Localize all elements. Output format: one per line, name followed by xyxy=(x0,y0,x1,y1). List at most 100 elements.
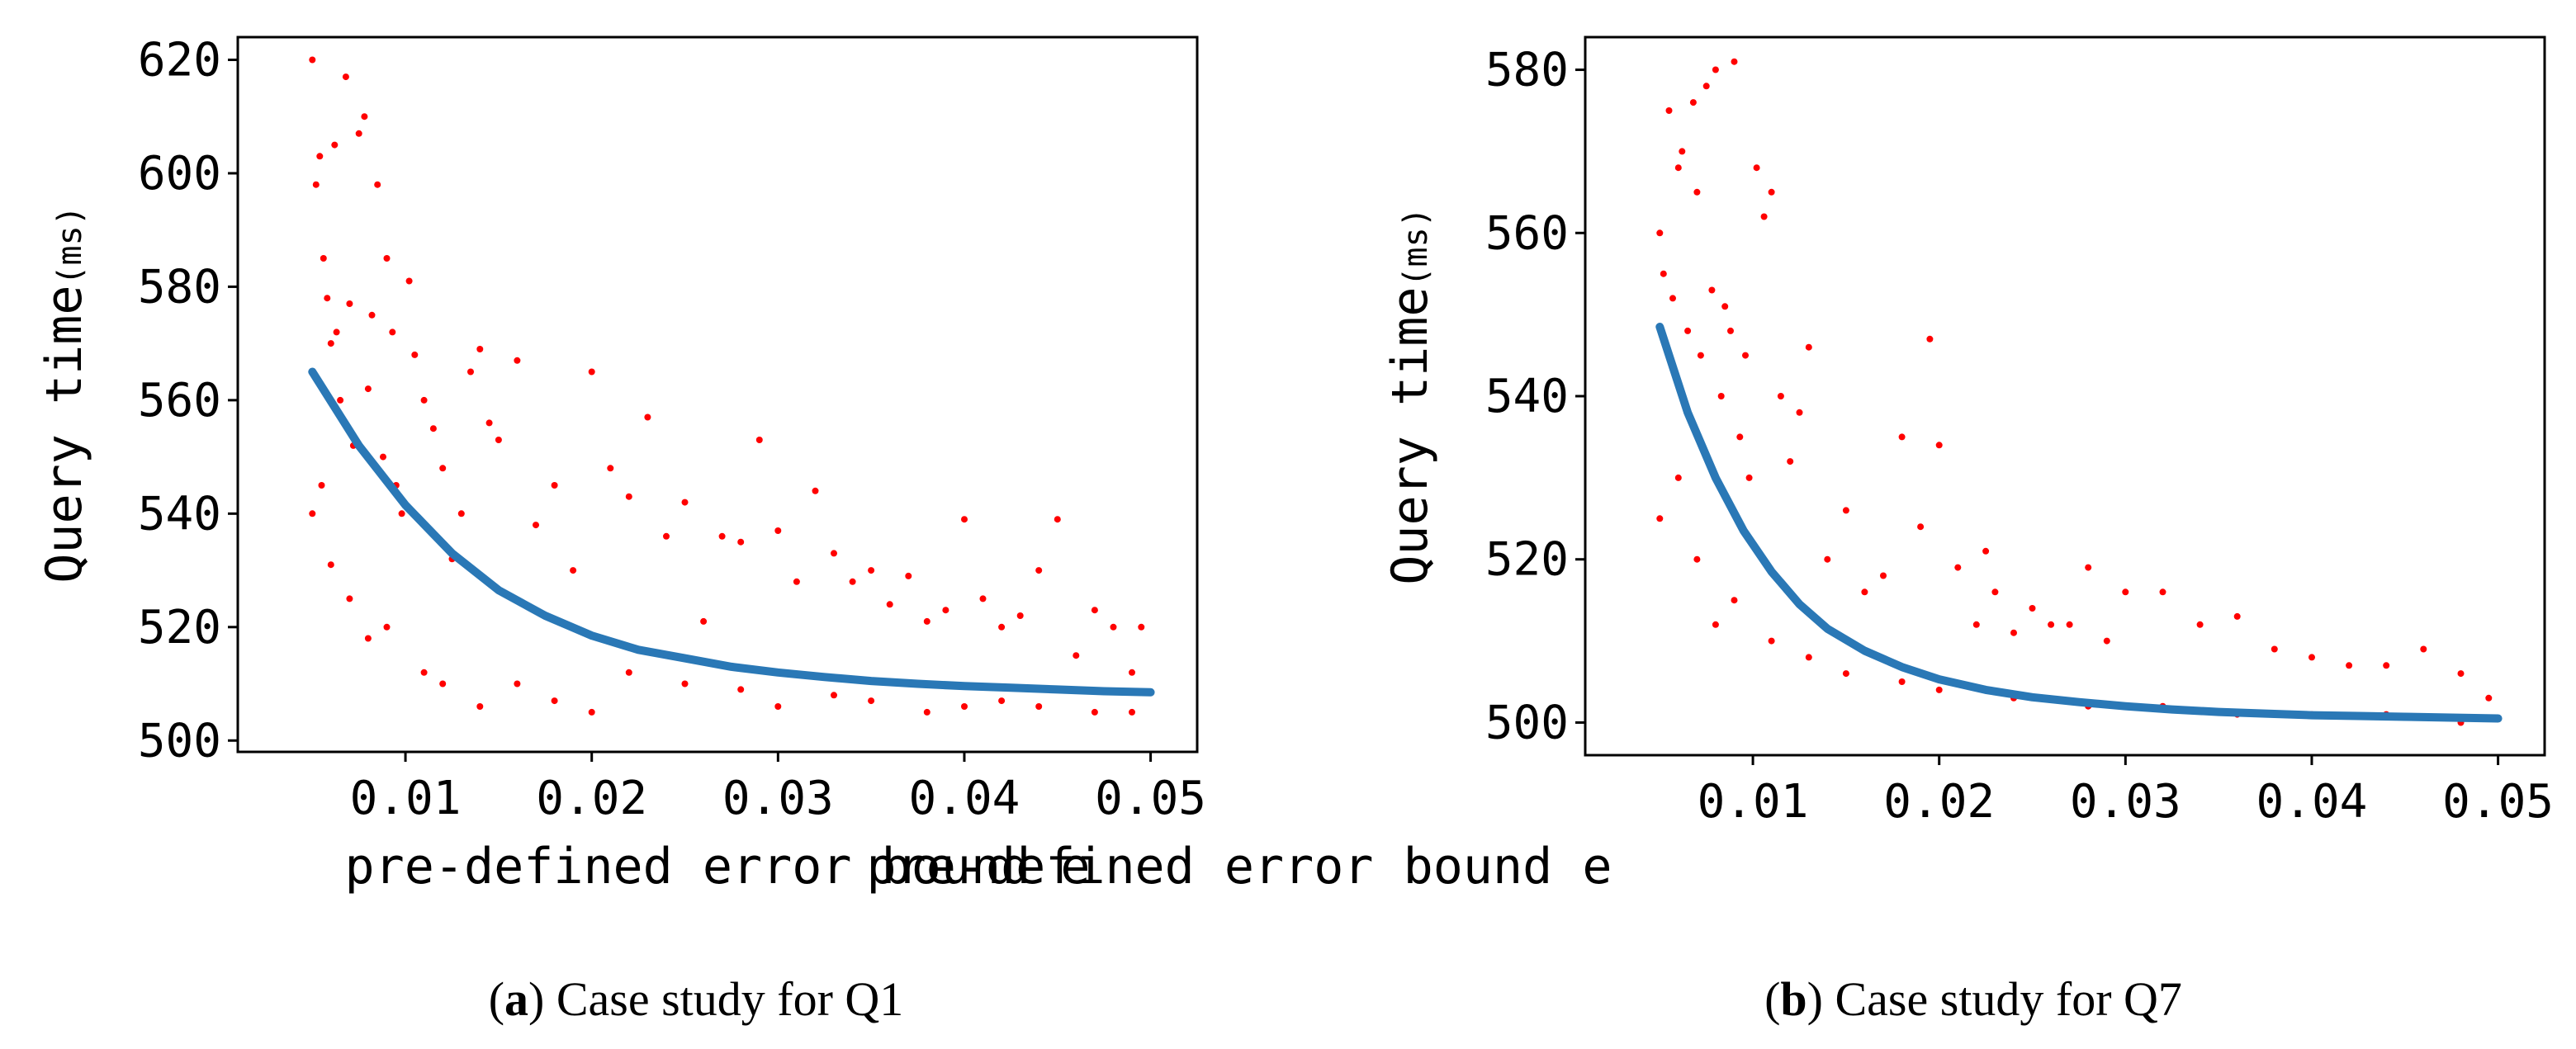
data-point xyxy=(1717,393,1725,399)
data-point xyxy=(342,73,349,81)
x-tick-label: 0.02 xyxy=(536,772,647,825)
data-point xyxy=(1842,507,1849,514)
data-point xyxy=(1708,286,1716,294)
y-axis-label: Query time(ms) xyxy=(1381,207,1439,585)
y-axis-label-unit: (ms) xyxy=(51,206,89,285)
y-tick-label: 600 xyxy=(138,147,221,201)
fit-curve xyxy=(308,367,1155,697)
y-tick-label: 520 xyxy=(138,601,221,654)
y-tick-label: 520 xyxy=(1485,533,1569,587)
data-point xyxy=(2066,621,2073,628)
data-point xyxy=(514,357,521,364)
x-axis-ticks: 0.01 0.02 0.03 0.04 0.05 xyxy=(1698,755,2554,829)
x-axis-ticks: 0.01 0.02 0.03 0.04 0.05 xyxy=(350,752,1206,825)
data-point xyxy=(2420,645,2427,653)
data-point xyxy=(588,368,595,376)
data-point xyxy=(923,708,930,716)
y-tick-label: 620 xyxy=(138,33,221,87)
data-point xyxy=(1991,588,1999,596)
data-point xyxy=(368,311,376,319)
y-axis-ticks: 500 520 540 560 580 600 620 xyxy=(138,33,238,768)
data-point xyxy=(1035,567,1043,574)
data-marks xyxy=(1655,58,2503,726)
data-point xyxy=(718,532,726,540)
y-axis-label-unit: (ms) xyxy=(1397,207,1435,286)
data-point xyxy=(1669,295,1676,302)
caption-paren-close: ) xyxy=(1807,972,1835,1026)
data-point xyxy=(337,396,344,404)
x-tick-label: 0.01 xyxy=(1698,775,1809,829)
y-tick-label: 540 xyxy=(138,487,221,541)
data-point xyxy=(1796,409,1803,416)
y-tick-label: 580 xyxy=(1485,44,1569,97)
data-point xyxy=(1982,547,1990,555)
data-point xyxy=(1745,474,1753,481)
data-point xyxy=(1787,458,1794,465)
data-point xyxy=(1972,621,1980,628)
y-tick-label: 580 xyxy=(138,260,221,314)
data-point xyxy=(389,328,396,336)
data-point xyxy=(644,413,651,421)
y-axis-label-text: Query time xyxy=(36,286,93,584)
data-point xyxy=(755,437,763,443)
data-point xyxy=(2010,629,2017,636)
data-point xyxy=(383,255,391,262)
data-point xyxy=(1753,164,1760,172)
data-point xyxy=(1110,623,1117,631)
data-point xyxy=(309,510,316,517)
y-tick-label: 560 xyxy=(1485,206,1569,260)
data-point xyxy=(998,697,1006,705)
caption-label: b xyxy=(1780,972,1807,1026)
data-point xyxy=(1660,270,1667,277)
data-point xyxy=(411,351,419,358)
data-point xyxy=(1880,572,1887,579)
data-point xyxy=(355,130,362,137)
y-axis-label-text: Query time xyxy=(1381,287,1439,585)
data-point xyxy=(383,623,391,631)
data-point xyxy=(1091,607,1098,614)
data-point xyxy=(420,669,428,676)
data-point xyxy=(1665,107,1673,114)
data-point xyxy=(333,328,340,336)
data-point xyxy=(979,595,987,602)
data-point xyxy=(923,617,930,625)
data-point xyxy=(998,623,1006,631)
data-point xyxy=(318,482,325,489)
data-point xyxy=(533,522,539,529)
data-point xyxy=(663,532,670,540)
data-marks xyxy=(308,56,1155,716)
data-point xyxy=(2122,588,2129,596)
data-point xyxy=(551,697,558,705)
data-point xyxy=(346,595,353,602)
x-tick-label: 0.04 xyxy=(909,772,1020,825)
data-point xyxy=(495,437,502,443)
y-axis-ticks: 500 520 540 560 580 xyxy=(1485,44,1585,749)
data-point xyxy=(364,385,372,393)
x-tick-label: 0.03 xyxy=(722,772,834,825)
caption-paren-open: ( xyxy=(489,972,504,1026)
data-point xyxy=(467,368,474,376)
caption: (a) Case study for Q1 xyxy=(489,972,904,1026)
data-point xyxy=(1731,597,1738,604)
data-point xyxy=(1742,352,1749,359)
data-point xyxy=(320,255,327,262)
data-point xyxy=(793,578,800,585)
data-point xyxy=(1016,612,1024,619)
x-axis-label: pre-defined error bound e xyxy=(866,838,1612,895)
data-point xyxy=(439,680,447,688)
caption-text: Case study for Q1 xyxy=(556,972,903,1026)
data-point xyxy=(420,396,428,404)
data-point xyxy=(831,692,837,699)
data-point xyxy=(1736,433,1744,441)
data-point xyxy=(1805,654,1812,661)
data-point xyxy=(331,141,339,149)
y-tick-label: 540 xyxy=(1485,370,1569,423)
panel-b-chart: 500 520 540 560 580 0.01 0.02 0.03 0.04 0.05 pre… xyxy=(866,35,2554,1026)
data-point xyxy=(625,669,632,676)
data-point xyxy=(374,181,381,188)
data-point xyxy=(886,601,893,608)
caption-label: a xyxy=(504,972,528,1026)
data-point xyxy=(812,487,819,494)
